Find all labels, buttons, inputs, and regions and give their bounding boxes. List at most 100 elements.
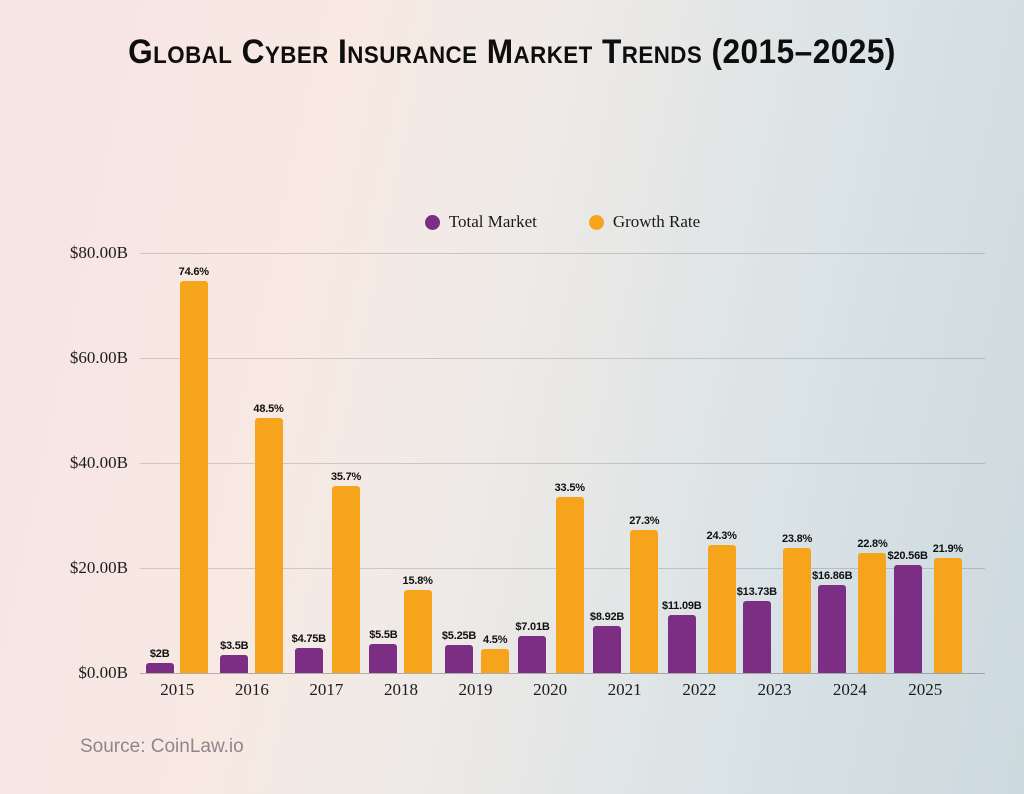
bar-total-market-2016 (220, 654, 249, 673)
bar-column-total-market: $16.86B (812, 253, 853, 673)
x-tick-label-2024: 2024 (832, 680, 867, 699)
y-tick-label: $20.00B (69, 558, 128, 577)
year-group-2025: $20.56B 21.9% 2025 (888, 253, 964, 699)
bars-area: $2B 74.6% 2015 $3.5B 48.5% 2016 $4.75B 35.7% 201… (140, 253, 964, 699)
x-tick-label-2016: 2016 (234, 680, 269, 699)
bar-growth-rate-2018 (403, 590, 432, 673)
bar-pair: $8.92B 27.3% (587, 253, 662, 673)
bar-column-total-market: $4.75B (292, 253, 326, 673)
bar-value-label-total-market-2025: $20.56B (887, 550, 928, 563)
bar-growth-rate-2020 (555, 497, 584, 673)
y-axis-labels: $80.00B $60.00B $40.00B $20.00B $0.00B (0, 243, 128, 682)
legend-swatch-icon (588, 214, 604, 230)
bar-value-label-growth-rate-2018: 15.8% (402, 575, 433, 588)
bar-total-market-2020 (518, 636, 547, 673)
plot-area: $2B 74.6% 2015 $3.5B 48.5% 2016 $4.75B 35.7% 201… (140, 253, 985, 699)
bar-column-growth-rate: 33.5% (555, 253, 585, 673)
bar-column-total-market: $3.5B (220, 253, 249, 673)
bar-pair: $7.01B 33.5% (513, 253, 588, 673)
bar-total-market-2018 (369, 644, 398, 673)
bar-value-label-total-market-2015: $2B (149, 647, 170, 660)
bar-value-label-total-market-2017: $4.75B (291, 633, 326, 646)
bar-total-market-2022 (667, 614, 696, 673)
bar-value-label-growth-rate-2021: 27.3% (629, 514, 660, 527)
year-group-2018: $5.5B 15.8% 2018 (364, 253, 439, 699)
bar-value-label-total-market-2023: $13.73B (736, 585, 777, 598)
bar-growth-rate-2019 (481, 649, 510, 673)
x-tick-label-2017: 2017 (309, 680, 344, 699)
bar-value-label-total-market-2021: $8.92B (589, 611, 625, 624)
bar-total-market-2019 (445, 645, 474, 673)
bar-growth-rate-2024 (858, 553, 887, 673)
y-tick-label: $80.00B (69, 243, 128, 262)
chart-title: Global Cyber Insurance Market Trends (20… (128, 33, 896, 71)
gridline (140, 253, 985, 254)
bar-value-label-growth-rate-2024: 22.8% (857, 538, 888, 551)
bar-pair: $3.5B 48.5% (215, 253, 290, 673)
bar-column-total-market: $13.73B (737, 253, 777, 673)
bar-total-market-2017 (294, 648, 323, 673)
bar-pair: $5.5B 15.8% (364, 253, 439, 673)
year-group-2024: $16.86B 22.8% 2024 (812, 253, 888, 699)
year-group-2019: $5.25B 4.5% 2019 (438, 253, 513, 699)
bar-value-label-growth-rate-2025: 21.9% (932, 543, 963, 556)
x-axis-line (140, 673, 985, 674)
x-tick-label-2021: 2021 (607, 680, 642, 699)
year-group-2021: $8.92B 27.3% 2021 (587, 253, 662, 699)
bar-total-market-2025 (893, 565, 922, 673)
bar-value-label-growth-rate-2020: 33.5% (554, 482, 585, 495)
bar-pair: $13.73B 23.8% (737, 253, 812, 673)
bar-value-label-growth-rate-2015: 74.6% (178, 266, 209, 279)
bar-column-total-market: $20.56B (888, 253, 928, 673)
x-tick-label-2025: 2025 (908, 680, 943, 699)
bar-column-growth-rate: 35.7% (331, 253, 361, 673)
bar-growth-rate-2016 (254, 418, 283, 673)
bar-column-total-market: $5.25B (442, 253, 476, 673)
legend: Total Market Growth Rate (140, 212, 985, 232)
year-group-2016: $3.5B 48.5% 2016 (215, 253, 290, 699)
year-group-2020: $7.01B 33.5% 2020 (513, 253, 588, 699)
bar-value-label-total-market-2016: $3.5B (220, 639, 249, 652)
bar-growth-rate-2022 (707, 545, 736, 673)
x-tick-label-2020: 2020 (533, 680, 568, 699)
bar-value-label-total-market-2019: $5.25B (441, 630, 477, 643)
y-tick-label: $40.00B (69, 453, 128, 472)
x-tick-label-2015: 2015 (160, 680, 195, 699)
bar-growth-rate-2023 (783, 548, 812, 673)
bar-column-growth-rate: 74.6% (179, 253, 209, 673)
bar-column-total-market: $7.01B (515, 253, 550, 673)
bar-value-label-total-market-2022: $11.09B (661, 599, 702, 612)
bar-column-growth-rate: 23.8% (782, 253, 812, 673)
year-group-2023: $13.73B 23.8% 2023 (737, 253, 813, 699)
source-text: Source: CoinLaw.io (80, 736, 244, 757)
bar-value-label-growth-rate-2023: 23.8% (781, 533, 813, 546)
bar-growth-rate-2025 (933, 558, 962, 673)
bar-pair: $11.09B 24.3% (662, 253, 737, 673)
bar-column-growth-rate: 4.5% (481, 253, 510, 673)
legend-item-growth-rate: Growth Rate (588, 212, 701, 232)
year-group-2017: $4.75B 35.7% 2017 (289, 253, 364, 699)
bar-pair: $5.25B 4.5% (438, 253, 513, 673)
legend-swatch-icon (424, 214, 440, 230)
bar-column-total-market: $5.5B (369, 253, 398, 673)
bar-growth-rate-2017 (332, 485, 361, 673)
x-tick-label-2019: 2019 (458, 680, 493, 699)
x-tick-label-2018: 2018 (383, 680, 418, 699)
bar-value-label-total-market-2018: $5.5B (369, 629, 398, 642)
y-tick-label: $0.00B (78, 663, 128, 682)
bar-column-growth-rate: 24.3% (707, 253, 737, 673)
bar-pair: $2B 74.6% (140, 253, 215, 673)
bar-pair: $4.75B 35.7% (289, 253, 364, 673)
bar-value-label-total-market-2024: $16.86B (812, 569, 853, 582)
bar-pair: $16.86B 22.8% (812, 253, 888, 673)
bar-column-growth-rate: 27.3% (629, 253, 660, 673)
y-tick-label: $60.00B (69, 348, 128, 367)
year-group-2022: $11.09B 24.3% 2022 (662, 253, 737, 699)
bar-column-total-market: $11.09B (662, 253, 702, 673)
bar-column-growth-rate: 48.5% (253, 253, 284, 673)
legend-label: Growth Rate (612, 212, 701, 231)
bar-pair: $20.56B 21.9% (888, 253, 963, 673)
bar-value-label-growth-rate-2016: 48.5% (253, 403, 284, 416)
bar-value-label-total-market-2020: $7.01B (515, 621, 550, 634)
bar-growth-rate-2021 (630, 529, 659, 673)
